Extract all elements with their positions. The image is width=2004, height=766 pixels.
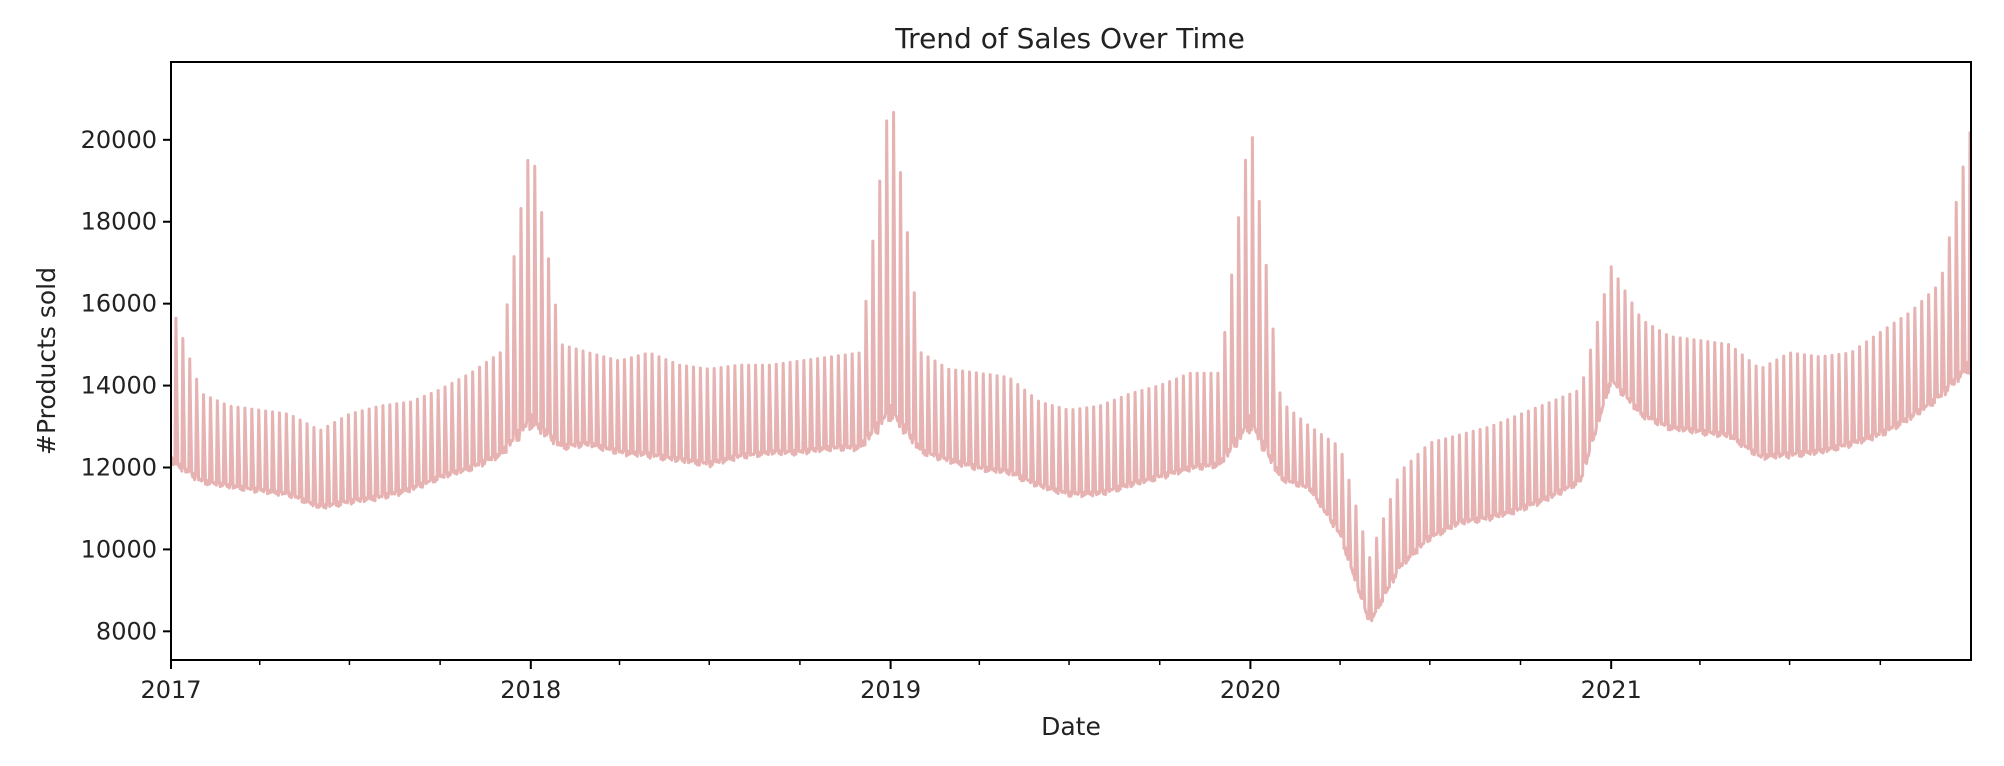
y-tick-label: 12000 [81,453,157,481]
x-tick-label: 2021 [1581,676,1642,704]
x-axis-label: Date [1041,712,1101,741]
plot-frame [170,61,1972,661]
plot-area [171,110,1971,623]
x-tick-label: 2020 [1220,676,1281,704]
x-axis: 2017 2018 2019 2020 2021 [140,660,1882,704]
sales-line [171,110,1971,623]
chart-title: Trend of Sales Over Time [894,22,1245,55]
y-tick-label: 10000 [81,535,157,563]
x-tick-label: 2018 [500,676,561,704]
y-tick-label: 20000 [81,126,157,154]
y-tick-label: 14000 [81,372,157,400]
y-tick-label: 16000 [81,290,157,318]
x-tick-label: 2019 [860,676,921,704]
y-tick-label: 18000 [81,208,157,236]
y-axis-label: #Products sold [32,267,61,455]
x-tick-label: 2017 [140,676,201,704]
y-tick-label: 8000 [96,617,157,645]
y-axis: 8000 10000 12000 14000 16000 18000 20000 [81,126,171,645]
